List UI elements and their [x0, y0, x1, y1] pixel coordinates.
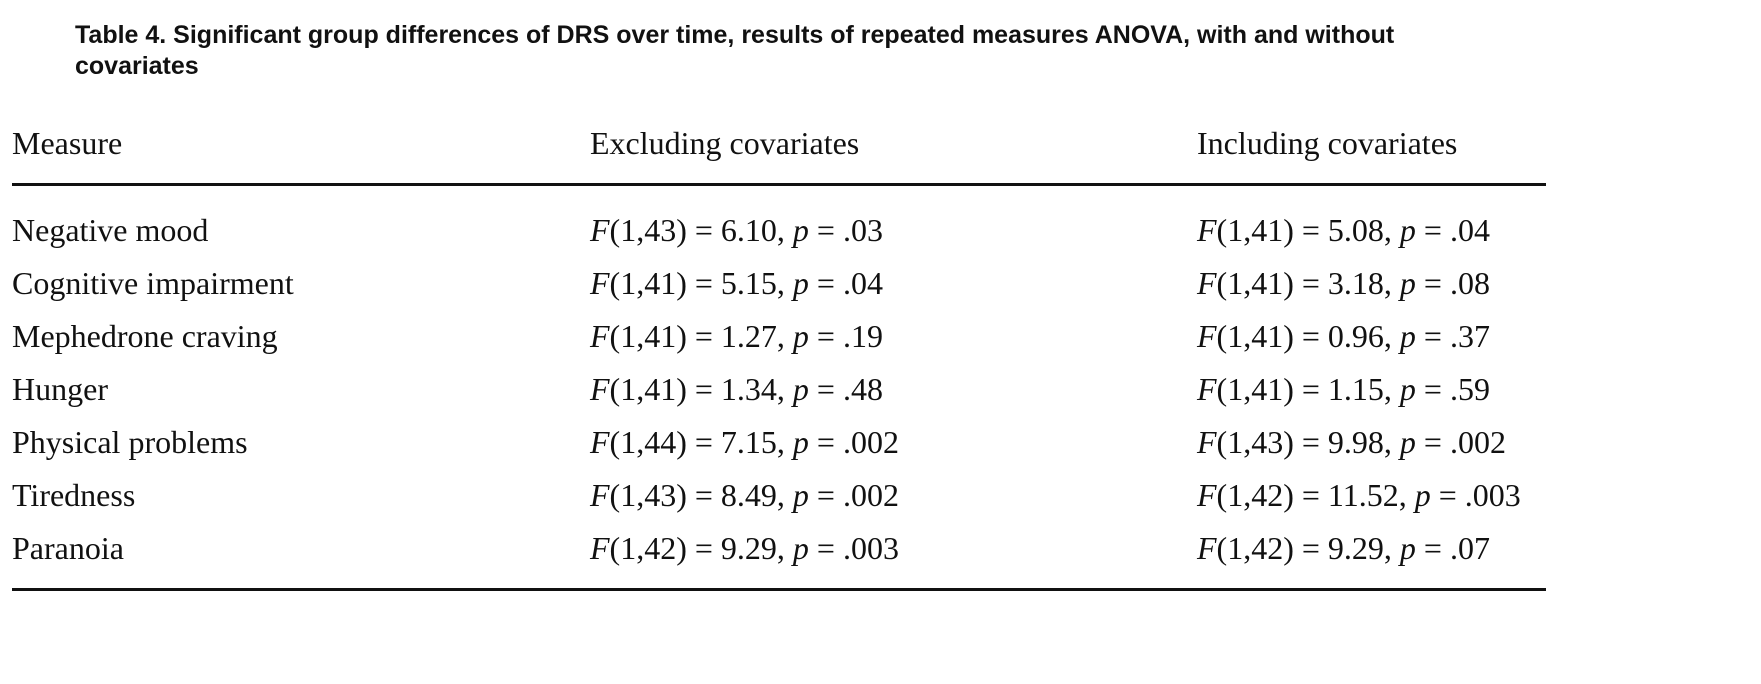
- stat-cell: F(1,44) = 7.15, p = .002: [590, 424, 899, 460]
- row-label: Paranoia: [12, 530, 124, 566]
- stat-cell: F(1,41) = 1.15, p = .59: [1197, 371, 1490, 407]
- row-label: Cognitive impairment: [12, 265, 294, 301]
- stat-cell: F(1,43) = 8.49, p = .002: [590, 477, 899, 513]
- table-title: Table 4. Significant group differences o…: [75, 21, 1395, 80]
- stat-cell: F(1,42) = 9.29, p = .07: [1197, 530, 1490, 566]
- stat-cell: F(1,41) = 5.08, p = .04: [1197, 212, 1490, 248]
- stat-cell: F(1,41) = 5.15, p = .04: [590, 265, 883, 301]
- bottom-rule: [12, 588, 1546, 591]
- stat-cell: F(1,41) = 0.96, p = .37: [1197, 318, 1490, 354]
- header-rule: [12, 183, 1546, 186]
- stat-cell: F(1,42) = 9.29, p = .003: [590, 530, 899, 566]
- column-header: Excluding covariates: [590, 125, 860, 161]
- row-label: Physical problems: [12, 424, 248, 460]
- stat-cell: F(1,41) = 1.34, p = .48: [590, 371, 883, 407]
- row-label: Hunger: [12, 371, 108, 407]
- stat-cell: F(1,43) = 6.10, p = .03: [590, 212, 883, 248]
- row-label: Tiredness: [12, 477, 136, 513]
- stat-cell: F(1,41) = 1.27, p = .19: [590, 318, 883, 354]
- stat-cell: F(1,42) = 11.52, p = .003: [1197, 477, 1521, 513]
- row-label: Mephedrone craving: [12, 318, 278, 354]
- column-header: Including covariates: [1197, 125, 1458, 161]
- column-header: Measure: [12, 125, 123, 161]
- row-label: Negative mood: [12, 212, 209, 248]
- stat-cell: F(1,41) = 3.18, p = .08: [1197, 265, 1490, 301]
- stat-cell: F(1,43) = 9.98, p = .002: [1197, 424, 1506, 460]
